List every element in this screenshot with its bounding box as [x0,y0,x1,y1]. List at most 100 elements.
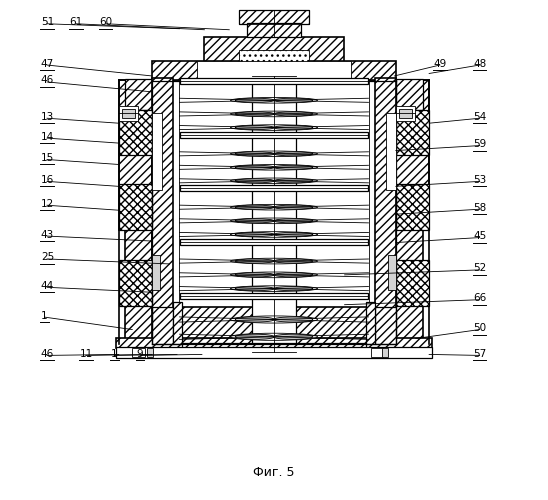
Bar [396,184,429,230]
Ellipse shape [231,232,317,237]
Ellipse shape [231,316,317,323]
Ellipse shape [273,259,313,263]
Bar [119,80,152,230]
Bar [252,76,296,352]
Bar [386,114,396,190]
Bar [197,61,351,80]
Ellipse shape [273,126,313,130]
Text: 1: 1 [110,349,117,359]
Bar [375,307,396,344]
Ellipse shape [235,205,275,209]
Ellipse shape [231,272,317,278]
Ellipse shape [273,205,313,209]
Text: Фиг. 5: Фиг. 5 [253,466,295,478]
Text: 48: 48 [473,58,487,68]
Text: 59: 59 [473,139,487,149]
Text: 47: 47 [41,58,54,68]
Bar [119,184,152,230]
Text: 57: 57 [473,349,487,359]
Text: 60: 60 [100,17,112,27]
Text: 53: 53 [473,175,487,185]
Ellipse shape [231,178,317,184]
Bar [383,348,389,358]
Ellipse shape [231,333,317,340]
Text: 46: 46 [41,349,54,359]
Bar [125,228,152,344]
Bar [119,106,138,120]
Bar [389,255,396,290]
Text: 51: 51 [41,17,54,27]
Ellipse shape [235,166,275,170]
Bar [239,10,309,24]
Ellipse shape [231,98,317,103]
Ellipse shape [231,125,317,130]
Text: 44: 44 [41,281,54,291]
Bar [132,348,145,358]
Bar [180,238,368,244]
Ellipse shape [235,126,275,130]
Ellipse shape [231,151,317,156]
Bar [180,293,368,298]
Bar [180,78,368,84]
Bar [147,348,153,358]
Bar [396,110,429,154]
Ellipse shape [235,273,275,277]
Ellipse shape [231,258,317,264]
Text: 66: 66 [473,293,487,303]
Text: 43: 43 [41,230,54,239]
Ellipse shape [273,273,313,277]
Bar [116,338,432,348]
Bar [239,50,309,62]
Text: 49: 49 [433,58,447,68]
Bar [152,61,396,80]
Ellipse shape [235,232,275,236]
Text: 46: 46 [41,76,54,86]
Bar [399,109,412,118]
Ellipse shape [235,334,275,340]
Ellipse shape [231,111,317,116]
Bar [152,255,159,290]
Bar [119,260,152,306]
Ellipse shape [273,286,313,290]
Text: 52: 52 [473,264,487,274]
Text: 15: 15 [41,153,54,163]
Ellipse shape [235,112,275,116]
Ellipse shape [231,164,317,170]
Ellipse shape [235,152,275,156]
Text: 58: 58 [473,202,487,212]
Text: 12: 12 [41,198,54,208]
Text: 14: 14 [41,132,54,141]
Bar [366,302,375,344]
Bar [173,302,182,344]
Text: 50: 50 [473,323,487,333]
Bar [396,80,429,230]
Bar [173,307,375,352]
Bar [396,228,423,344]
Bar [375,78,396,310]
Ellipse shape [273,166,313,170]
Bar [371,348,384,358]
Bar [152,78,173,310]
Ellipse shape [273,112,313,116]
Ellipse shape [235,98,275,102]
Ellipse shape [235,286,275,290]
Text: 13: 13 [41,112,54,122]
Ellipse shape [235,219,275,223]
Ellipse shape [235,317,275,322]
Bar [119,110,152,154]
Bar [247,24,301,37]
Text: 9: 9 [136,349,143,359]
Text: 11: 11 [79,349,93,359]
Bar [182,343,366,352]
Bar [116,348,432,358]
Bar [125,79,152,110]
Bar [180,185,368,191]
Ellipse shape [235,259,275,263]
Bar [204,37,344,62]
Ellipse shape [273,179,313,183]
Bar [180,132,368,138]
Text: 25: 25 [41,252,54,262]
Bar [122,109,135,118]
Bar [396,260,429,306]
Ellipse shape [273,219,313,223]
